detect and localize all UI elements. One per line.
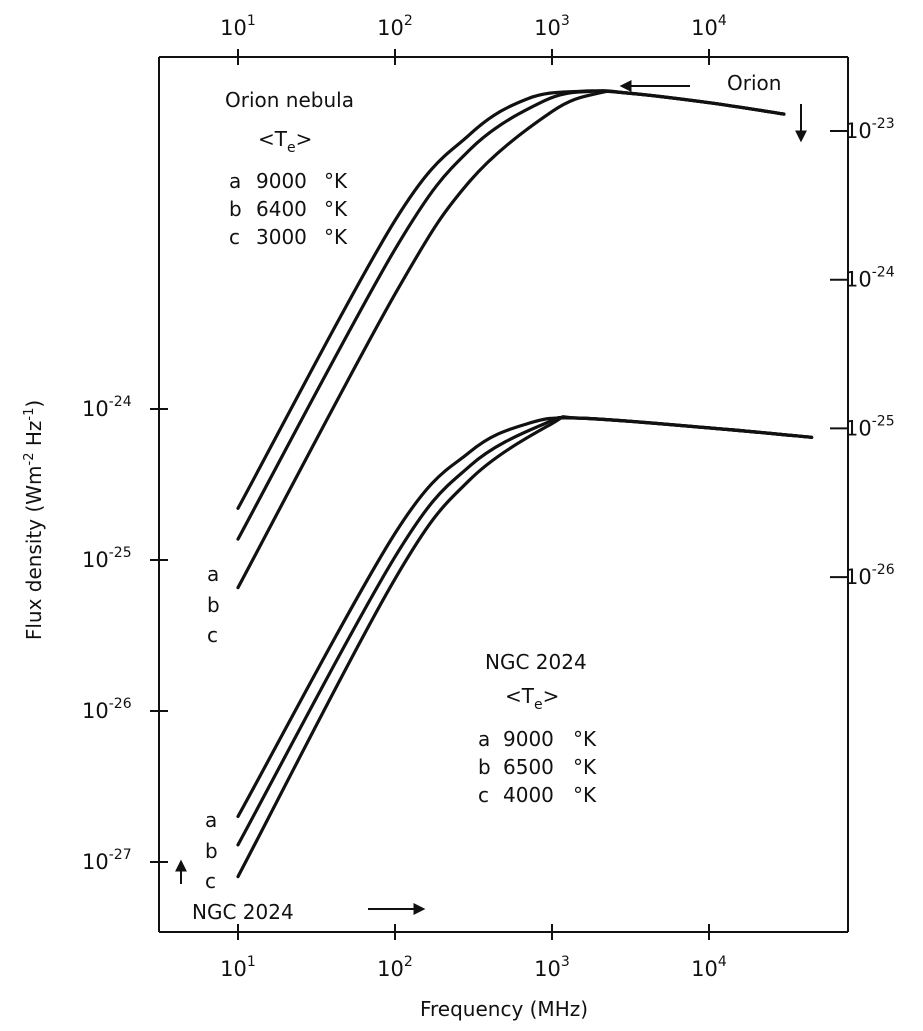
- plot-frame: [158, 56, 849, 933]
- y-tick-label-left: 10-27: [82, 847, 132, 874]
- orion-legend-c: c 3000 °K: [229, 225, 348, 249]
- orion-legend-heading: <Te>: [258, 127, 312, 156]
- y-tick-label-right: 10-24: [845, 265, 895, 292]
- ngc-2024-curve-b: [236, 415, 814, 847]
- y-axis-title: Flux density (Wm-2 Hz-1): [22, 400, 46, 640]
- ngc-end-label-a: a: [205, 808, 217, 832]
- x-tick-label-bottom: 104: [691, 954, 727, 981]
- y-tick-label-left: 10-25: [82, 545, 132, 572]
- x-ticks: 101 101 102 102 103 103 104 104: [220, 13, 727, 981]
- orion-nebula-curve-a: [236, 89, 786, 510]
- ngc-legend-title: NGC 2024: [485, 650, 587, 674]
- ngc-legend: NGC 2024 <Te> a 9000 °K b 6500 °K c 4000 °K: [478, 650, 597, 807]
- y-tick-label-right: 10-25: [845, 413, 895, 440]
- orion-legend-a: a 9000 °K: [229, 169, 348, 193]
- y-tick-label-right: 10-23: [845, 116, 895, 143]
- orion-legend-b: b 6400 °K: [229, 197, 348, 221]
- ngc-legend-a: a 9000 °K: [478, 727, 597, 751]
- orion-end-label-c: c: [207, 623, 218, 647]
- orion-end-labels: a b c: [207, 562, 220, 647]
- x-tick-label-top: 101: [220, 13, 256, 40]
- x-tick-label-bottom: 101: [220, 954, 256, 981]
- ngc-2024-curve-c: [236, 415, 814, 879]
- x-tick-label-bottom: 103: [534, 954, 570, 981]
- x-axis-title: Frequency (MHz): [420, 997, 588, 1021]
- x-tick-label-bottom: 102: [377, 954, 413, 981]
- ngc-legend-b: b 6500 °K: [478, 755, 597, 779]
- ngc-axis-annotation: NGC 2024: [175, 859, 426, 924]
- curves: [236, 89, 814, 879]
- ngc-legend-heading: <Te>: [505, 684, 559, 713]
- orion-end-label-b: b: [207, 593, 220, 617]
- orion-nebula-curve-b: [236, 89, 786, 541]
- x-tick-label-top: 103: [534, 13, 570, 40]
- ngc-end-labels: a b c: [205, 808, 218, 893]
- orion-end-label-a: a: [207, 562, 219, 586]
- x-tick-label-top: 102: [377, 13, 413, 40]
- y-tick-label-right: 10-26: [845, 562, 895, 589]
- orion-legend-title: Orion nebula: [225, 88, 354, 112]
- x-tick-label-top: 104: [691, 13, 727, 40]
- ngc-end-label-c: c: [205, 869, 216, 893]
- orion-legend: Orion nebula <Te> a 9000 °K b 6400 °K c 3000 °…: [225, 88, 354, 249]
- orion-axis-label: Orion: [727, 71, 781, 95]
- ngc-end-label-b: b: [205, 839, 218, 863]
- y-tick-label-left: 10-26: [82, 696, 132, 723]
- orion-axis-annotation: Orion: [619, 71, 807, 143]
- y-ticks-right: 10-23 10-24 10-25 10-26: [830, 116, 895, 589]
- ngc-legend-c: c 4000 °K: [478, 783, 597, 807]
- orion-nebula-curve-c: [236, 89, 786, 590]
- y-ticks-left: 10-24 10-25 10-26 10-27: [82, 394, 168, 874]
- y-tick-label-left: 10-24: [82, 394, 132, 421]
- ngc-axis-label: NGC 2024: [192, 900, 294, 924]
